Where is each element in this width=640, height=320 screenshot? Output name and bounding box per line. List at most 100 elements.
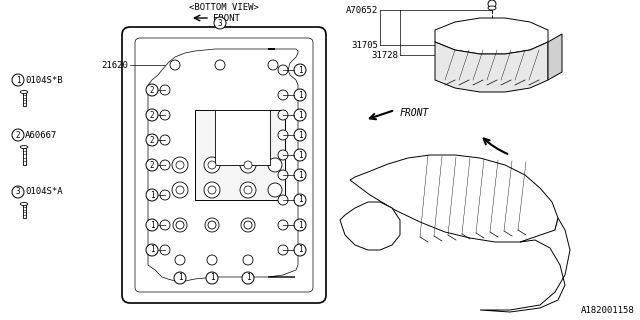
Circle shape bbox=[294, 64, 306, 76]
Text: 2: 2 bbox=[16, 131, 20, 140]
Text: 3: 3 bbox=[218, 19, 222, 28]
Polygon shape bbox=[548, 34, 562, 80]
Circle shape bbox=[146, 84, 158, 96]
Circle shape bbox=[176, 186, 184, 194]
Circle shape bbox=[294, 129, 306, 141]
Circle shape bbox=[268, 183, 282, 197]
Circle shape bbox=[214, 17, 226, 29]
Bar bbox=[195, 110, 285, 200]
Circle shape bbox=[204, 157, 220, 173]
Circle shape bbox=[240, 182, 256, 198]
Circle shape bbox=[160, 190, 170, 200]
Text: A60667: A60667 bbox=[25, 131, 57, 140]
FancyBboxPatch shape bbox=[122, 27, 326, 303]
Circle shape bbox=[215, 60, 225, 70]
Circle shape bbox=[268, 60, 278, 70]
Circle shape bbox=[240, 157, 256, 173]
Text: FRONT: FRONT bbox=[213, 13, 240, 22]
Bar bbox=[215, 110, 270, 165]
Text: 2: 2 bbox=[150, 110, 154, 119]
Text: 1: 1 bbox=[298, 196, 302, 204]
Circle shape bbox=[146, 244, 158, 256]
Polygon shape bbox=[148, 49, 298, 281]
Circle shape bbox=[241, 218, 255, 232]
Circle shape bbox=[208, 161, 216, 169]
Circle shape bbox=[160, 160, 170, 170]
Circle shape bbox=[294, 149, 306, 161]
Circle shape bbox=[278, 90, 288, 100]
Circle shape bbox=[207, 255, 217, 265]
Circle shape bbox=[146, 219, 158, 231]
Circle shape bbox=[278, 110, 288, 120]
Text: 1: 1 bbox=[298, 66, 302, 75]
Circle shape bbox=[204, 182, 220, 198]
Polygon shape bbox=[350, 155, 558, 242]
Circle shape bbox=[173, 218, 187, 232]
Bar bbox=[22, 204, 26, 218]
Text: 1: 1 bbox=[298, 150, 302, 159]
Circle shape bbox=[146, 134, 158, 146]
Circle shape bbox=[294, 194, 306, 206]
Circle shape bbox=[278, 150, 288, 160]
Circle shape bbox=[174, 272, 186, 284]
Circle shape bbox=[12, 129, 24, 141]
Circle shape bbox=[294, 219, 306, 231]
Circle shape bbox=[268, 158, 282, 172]
Circle shape bbox=[160, 220, 170, 230]
Circle shape bbox=[488, 0, 496, 8]
Circle shape bbox=[12, 186, 24, 198]
Circle shape bbox=[278, 65, 288, 75]
Text: 31705: 31705 bbox=[351, 41, 378, 50]
Circle shape bbox=[243, 255, 253, 265]
Circle shape bbox=[172, 157, 188, 173]
Text: 1: 1 bbox=[298, 220, 302, 229]
Circle shape bbox=[278, 245, 288, 255]
Polygon shape bbox=[435, 42, 548, 92]
Polygon shape bbox=[435, 18, 548, 54]
Text: 1: 1 bbox=[150, 190, 154, 199]
Ellipse shape bbox=[20, 203, 28, 205]
Text: A182001158: A182001158 bbox=[581, 306, 635, 315]
Text: 1: 1 bbox=[178, 274, 182, 283]
Text: 1: 1 bbox=[246, 274, 250, 283]
Circle shape bbox=[244, 186, 252, 194]
Circle shape bbox=[170, 60, 180, 70]
Circle shape bbox=[278, 220, 288, 230]
Circle shape bbox=[208, 186, 216, 194]
Circle shape bbox=[294, 89, 306, 101]
Text: 2: 2 bbox=[150, 135, 154, 145]
Circle shape bbox=[242, 272, 254, 284]
Circle shape bbox=[12, 74, 24, 86]
Circle shape bbox=[160, 110, 170, 120]
Text: FRONT: FRONT bbox=[400, 108, 429, 118]
Circle shape bbox=[176, 161, 184, 169]
Bar bbox=[22, 147, 26, 165]
Text: 0104S*B: 0104S*B bbox=[25, 76, 63, 84]
Circle shape bbox=[146, 159, 158, 171]
Circle shape bbox=[160, 245, 170, 255]
Circle shape bbox=[146, 109, 158, 121]
Text: 1: 1 bbox=[16, 76, 20, 84]
Circle shape bbox=[160, 85, 170, 95]
Bar bbox=[22, 92, 26, 106]
Circle shape bbox=[175, 255, 185, 265]
Circle shape bbox=[278, 195, 288, 205]
Text: 0104S*A: 0104S*A bbox=[25, 188, 63, 196]
Circle shape bbox=[278, 170, 288, 180]
Text: 21620: 21620 bbox=[101, 60, 128, 69]
Text: 1: 1 bbox=[210, 274, 214, 283]
Text: 1: 1 bbox=[298, 110, 302, 119]
Circle shape bbox=[294, 109, 306, 121]
Text: 1: 1 bbox=[298, 131, 302, 140]
Circle shape bbox=[294, 169, 306, 181]
Circle shape bbox=[206, 272, 218, 284]
Circle shape bbox=[205, 218, 219, 232]
Text: 31728: 31728 bbox=[371, 51, 398, 60]
Text: 1: 1 bbox=[298, 91, 302, 100]
Circle shape bbox=[208, 221, 216, 229]
Text: 1: 1 bbox=[298, 245, 302, 254]
Polygon shape bbox=[340, 202, 400, 250]
Ellipse shape bbox=[20, 91, 28, 93]
Circle shape bbox=[244, 161, 252, 169]
Ellipse shape bbox=[488, 6, 496, 10]
